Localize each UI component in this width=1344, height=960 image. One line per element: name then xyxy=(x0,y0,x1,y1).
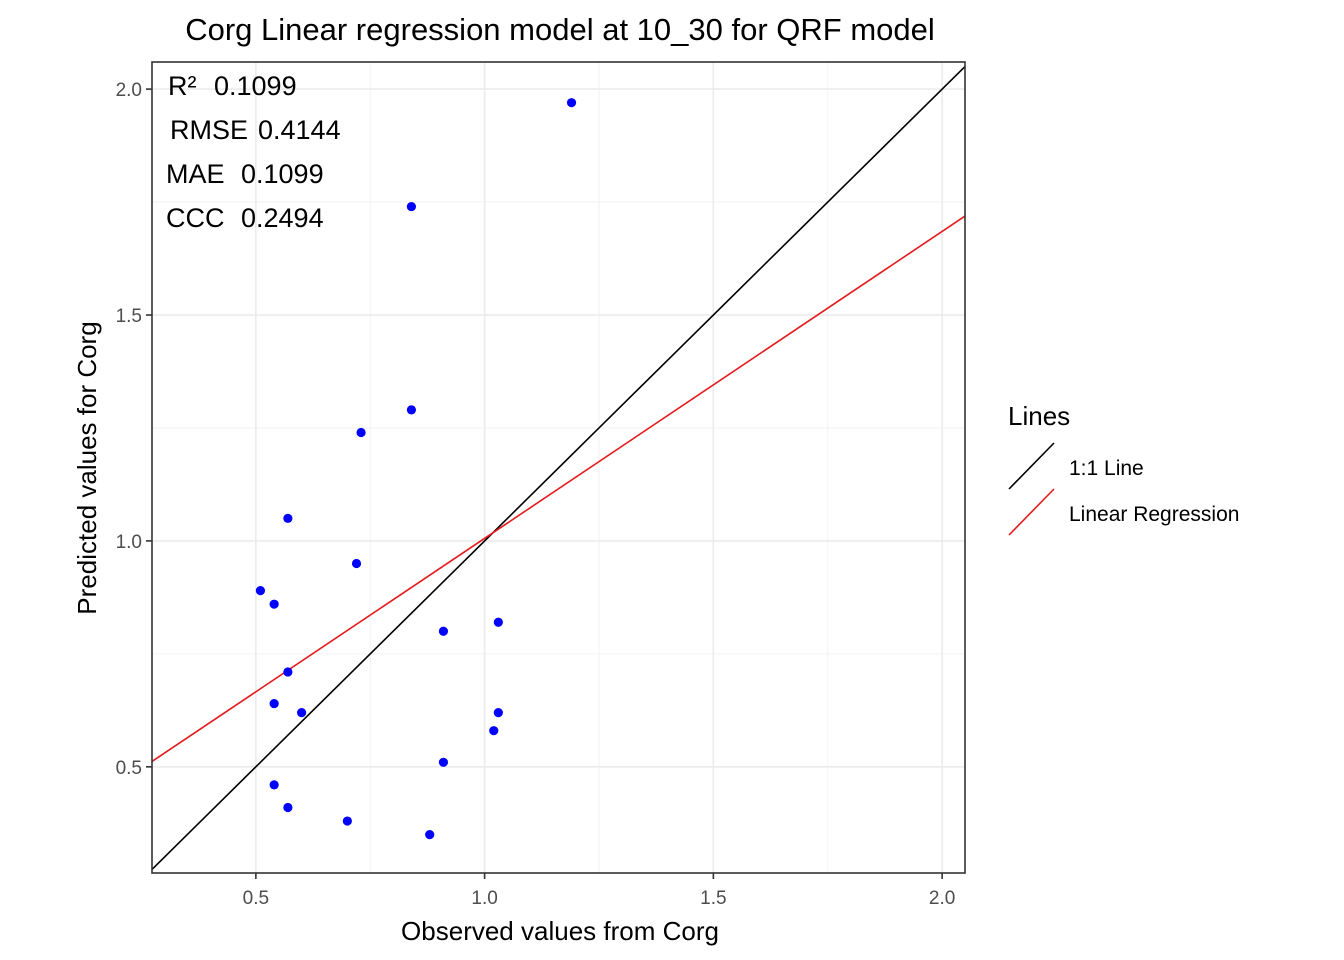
legend-key-1-1-line xyxy=(1008,442,1055,490)
metric-label: R² xyxy=(168,71,197,101)
data-point xyxy=(283,513,293,523)
metric-value: 0.4144 xyxy=(258,115,341,145)
x-tick-label: 1.0 xyxy=(471,888,497,909)
legend-items: 1:1 Line Linear Regression xyxy=(1008,442,1239,536)
metric-value: 0.2494 xyxy=(241,203,324,233)
x-tick-label: 2.0 xyxy=(929,888,955,909)
legend-key-linear-regression xyxy=(1008,488,1055,536)
y-tick-label: 2.0 xyxy=(116,80,142,101)
data-point xyxy=(566,98,577,108)
metric-label: MAE xyxy=(166,159,225,189)
legend-title: Lines xyxy=(1008,401,1070,431)
data-point xyxy=(342,816,352,826)
axis-ticks: 0.5 1.0 1.5 2.0 0.5 1.0 1.5 2.0 xyxy=(116,80,956,909)
data-point xyxy=(406,201,417,212)
data-point xyxy=(283,802,293,813)
y-tick-label: 1.0 xyxy=(116,532,142,553)
data-point xyxy=(297,708,307,718)
y-axis-title: Predicted values for Corg xyxy=(72,321,102,614)
data-point xyxy=(493,617,503,627)
data-point xyxy=(438,626,449,636)
chart-title: Corg Linear regression model at 10_30 fo… xyxy=(185,12,935,47)
y-tick-label: 0.5 xyxy=(116,758,142,779)
data-point xyxy=(283,667,293,677)
data-point xyxy=(438,757,449,767)
data-point xyxy=(406,405,417,415)
x-axis-title: Observed values from Corg xyxy=(401,916,719,946)
data-point xyxy=(489,726,499,736)
data-point xyxy=(493,708,503,718)
data-point xyxy=(269,698,279,709)
legend-label-1-1-line: 1:1 Line xyxy=(1069,457,1144,480)
legend-label-linear-regression: Linear Regression xyxy=(1069,503,1239,526)
metric-value: 0.1099 xyxy=(214,71,297,101)
x-tick-label: 1.5 xyxy=(700,888,726,909)
metric-label: RMSE xyxy=(170,115,248,145)
data-point xyxy=(356,427,366,438)
data-point xyxy=(425,829,435,840)
data-point xyxy=(255,586,266,596)
metrics-annotation: R² 0.1099 RMSE 0.4144 MAE 0.1099 CCC 0.2494 xyxy=(166,71,341,233)
metric-label: CCC xyxy=(166,203,225,233)
grid xyxy=(152,62,965,873)
data-point xyxy=(269,780,279,790)
y-tick-label: 1.5 xyxy=(116,306,142,327)
legend: Lines 1:1 Line Linear Regression xyxy=(1008,401,1239,536)
1-1-line-line xyxy=(151,65,966,870)
x-tick-label: 0.5 xyxy=(243,888,269,909)
plot-panel-border xyxy=(151,61,966,874)
data-point xyxy=(351,558,362,569)
linear-regression-line xyxy=(151,215,966,763)
data-points xyxy=(255,98,577,840)
metric-value: 0.1099 xyxy=(241,159,324,189)
data-point xyxy=(269,599,279,609)
